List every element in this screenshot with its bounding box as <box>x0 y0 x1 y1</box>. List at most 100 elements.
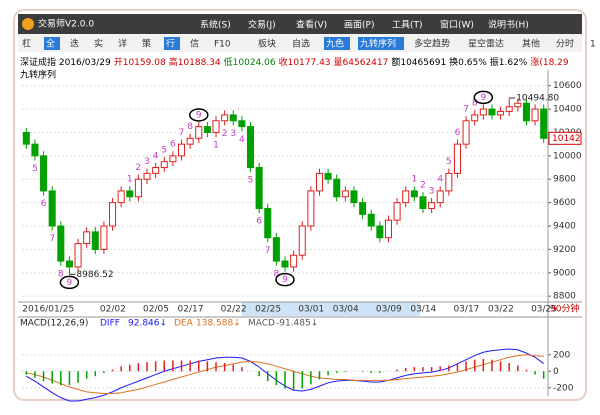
y-tick-label: -200 <box>553 383 574 393</box>
nine-count: 9 <box>196 110 202 120</box>
candle-body <box>134 178 142 198</box>
nine-count: 3 <box>429 186 435 196</box>
last-price-box <box>548 131 582 145</box>
last-price: 10142 <box>552 134 581 144</box>
legend-value: -91.485↓ <box>276 319 318 329</box>
info-item: 涨(18.29 <box>530 57 569 68</box>
count-circle <box>59 275 80 290</box>
candle-body <box>505 106 513 112</box>
candle-body <box>40 155 48 192</box>
candle-body <box>203 126 211 133</box>
nine-count: 6 <box>256 217 262 227</box>
candle-body <box>152 167 160 174</box>
toolbar-button[interactable]: 其他 <box>522 38 540 50</box>
candle-body <box>410 190 418 198</box>
candle-body <box>488 108 496 116</box>
nine-count: 4 <box>153 151 159 161</box>
candle-body <box>22 131 30 145</box>
toolbar <box>18 34 582 52</box>
count-circle <box>473 90 494 105</box>
toolbar-button[interactable]: F10 <box>214 40 231 50</box>
candle-body <box>531 108 539 122</box>
info-item: 换0.65% <box>449 56 487 68</box>
x-tick-label: 03/17 <box>453 305 479 315</box>
candle-body <box>298 225 306 256</box>
toolbar-button[interactable]: 行 <box>166 38 175 50</box>
nine-count: 7 <box>179 128 185 138</box>
candle-body <box>540 108 548 139</box>
x-tick-label: 02/22 <box>221 305 247 315</box>
toolbar-button[interactable]: 自选 <box>292 38 310 50</box>
nine-count: 3 <box>144 157 150 167</box>
toolbar-button[interactable]: 实 <box>94 38 103 50</box>
nine-count: 6 <box>41 199 47 209</box>
candle-body <box>419 196 427 209</box>
toolbar-button[interactable]: 迭 <box>70 38 79 50</box>
toolbar-button[interactable]: 九色 <box>326 38 344 50</box>
nine-count: 2 <box>136 163 142 173</box>
menu-item[interactable]: 系统(S) <box>200 19 231 31</box>
nine-count: 4 <box>437 175 443 185</box>
nine-count: 1 <box>213 141 219 151</box>
nine-count: 5 <box>248 176 254 186</box>
nine-count: 7 <box>463 105 469 115</box>
candle-body <box>341 190 349 198</box>
candle-body <box>83 231 91 245</box>
window-frame <box>13 9 587 401</box>
toolbar-button[interactable]: 信 <box>190 38 199 50</box>
y-tick-label: 9600 <box>553 198 576 208</box>
candle-body <box>169 155 177 163</box>
toolbar-button[interactable]: 多空趋势 <box>414 38 450 50</box>
menu-item[interactable]: 说明书(H) <box>488 19 529 31</box>
y-tick-label: 10400 <box>553 105 582 115</box>
toolbar-button[interactable]: 杠 <box>22 38 31 50</box>
candle-body <box>117 190 125 204</box>
toolbar-button[interactable]: 详 <box>118 38 127 50</box>
toolbar-button[interactable]: 星空雷达 <box>468 38 504 50</box>
y-tick-label: 9200 <box>553 245 576 255</box>
menu-item[interactable]: 画面(P) <box>344 20 374 31</box>
toolbar-button[interactable]: 板块 <box>258 38 276 50</box>
nine-count: 3 <box>230 129 236 139</box>
candle-body <box>393 202 401 221</box>
candle-body <box>48 190 56 227</box>
count-circle <box>189 108 209 122</box>
toolbar-button[interactable]: 策 <box>142 38 151 50</box>
y-tick-label: 0 <box>553 367 559 377</box>
menu-item[interactable]: 查看(V) <box>296 19 327 31</box>
toolbar-button[interactable]: 九转序列 <box>360 38 396 50</box>
candle-body <box>264 207 272 239</box>
toolbar-button[interactable]: 1 <box>590 40 596 50</box>
info-item: 额10465691 <box>391 56 446 68</box>
candle-body <box>462 120 470 145</box>
menu-item[interactable]: 工具(T) <box>392 20 423 31</box>
menu-item[interactable]: 交易(J) <box>248 19 276 31</box>
nine-count: 8 <box>58 269 64 279</box>
candle-body <box>178 143 186 157</box>
nine-count: 6 <box>455 128 461 138</box>
nine-count: 4 <box>239 135 245 145</box>
x-tick-label: 03/22 <box>488 305 514 315</box>
info-line: 深证成指 2016/03/29 开10159.08 高10188.34 低10024.… <box>20 56 569 68</box>
candle-body <box>402 190 410 204</box>
toolbar-button[interactable]: 分时 <box>556 38 574 50</box>
x-tick-label: 02/02 <box>100 305 126 315</box>
candle-body <box>246 126 255 169</box>
x-tick-label: 2016/01/25 <box>22 305 74 315</box>
candle-body <box>367 213 375 227</box>
candle-body <box>212 120 220 133</box>
candle-body <box>315 172 324 192</box>
candle-body <box>290 254 298 268</box>
candle-body <box>195 126 203 139</box>
nine-count: 9 <box>67 278 73 288</box>
count-circle <box>275 272 295 287</box>
candle-body <box>221 114 229 122</box>
nine-count: 2 <box>420 181 426 191</box>
toolbar-button[interactable]: 全 <box>46 38 55 50</box>
menu-item[interactable]: 窗口(W) <box>440 19 474 31</box>
nine-count: 8 <box>472 99 478 109</box>
x-tick-label: 02/25 <box>255 305 281 315</box>
legend-name: DEA <box>174 319 194 329</box>
y-tick-label: 9800 <box>553 175 576 185</box>
